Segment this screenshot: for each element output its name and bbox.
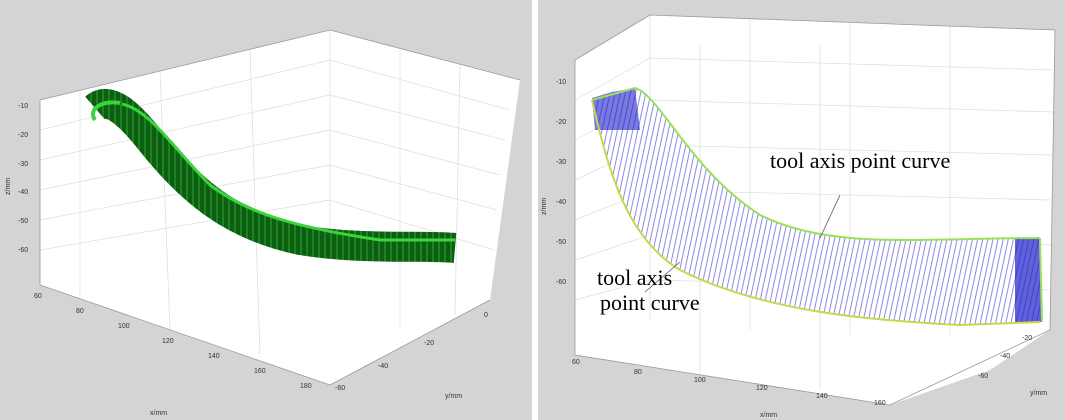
y-tick-label: -60 <box>978 373 988 380</box>
figure: -10 -20 -30 -40 -50 -60 60 80 100 120 14… <box>0 0 1065 420</box>
z-tick-label: -50 <box>18 218 28 225</box>
x-tick-label: 180 <box>300 383 312 390</box>
y-tick-label: -40 <box>1000 353 1010 360</box>
y-tick-label: -20 <box>424 340 434 347</box>
annotation: tool axis point curve <box>770 148 950 173</box>
z-axis-label: z/mm <box>541 198 548 215</box>
x-tick-label: 100 <box>118 323 130 330</box>
x-tick-label: 140 <box>816 393 828 400</box>
page: -10 -20 -30 -40 -50 -60 60 80 100 120 14… <box>0 0 1065 420</box>
z-tick-label: -10 <box>556 79 566 86</box>
z-axis-label: z/mm <box>5 178 12 195</box>
annotation: point curve <box>600 290 700 315</box>
z-tick-label: -60 <box>18 247 28 254</box>
x-tick-label: 160 <box>254 368 266 375</box>
x-tick-label: 60 <box>572 359 580 366</box>
x-tick-label: 80 <box>76 308 84 315</box>
x-axis-label: x/mm <box>150 410 167 417</box>
x-tick-label: 120 <box>756 385 768 392</box>
z-tick-label: -50 <box>556 239 566 246</box>
left-panel: -10 -20 -30 -40 -50 -60 60 80 100 120 14… <box>0 0 532 420</box>
y-tick-label: -40 <box>378 363 388 370</box>
z-tick-label: -10 <box>18 103 28 110</box>
z-tick-label: -30 <box>556 159 566 166</box>
y-axis-label: y/mm <box>1030 390 1047 397</box>
x-tick-label: 140 <box>208 353 220 360</box>
x-tick-label: 60 <box>34 293 42 300</box>
x-tick-label: 120 <box>162 338 174 345</box>
x-tick-label: 80 <box>634 369 642 376</box>
z-tick-label: -20 <box>556 119 566 126</box>
y-axis-label: y/mm <box>445 393 462 400</box>
z-tick-label: -40 <box>18 189 28 196</box>
annotation: tool axis <box>597 265 672 290</box>
x-tick-label: 100 <box>694 377 706 384</box>
z-tick-label: -60 <box>556 279 566 286</box>
x-axis-label: x/mm <box>760 412 777 419</box>
mesh-dense <box>1015 238 1042 322</box>
y-tick-label: -60 <box>335 385 345 392</box>
y-tick-label: 0 <box>484 312 488 319</box>
z-tick-label: -40 <box>556 199 566 206</box>
z-tick-label: -20 <box>18 132 28 139</box>
y-tick-label: -20 <box>1022 335 1032 342</box>
x-tick-label: 160 <box>874 400 886 407</box>
z-tick-label: -30 <box>18 161 28 168</box>
right-panel: tool axis point curve tool axis point cu… <box>538 0 1065 420</box>
